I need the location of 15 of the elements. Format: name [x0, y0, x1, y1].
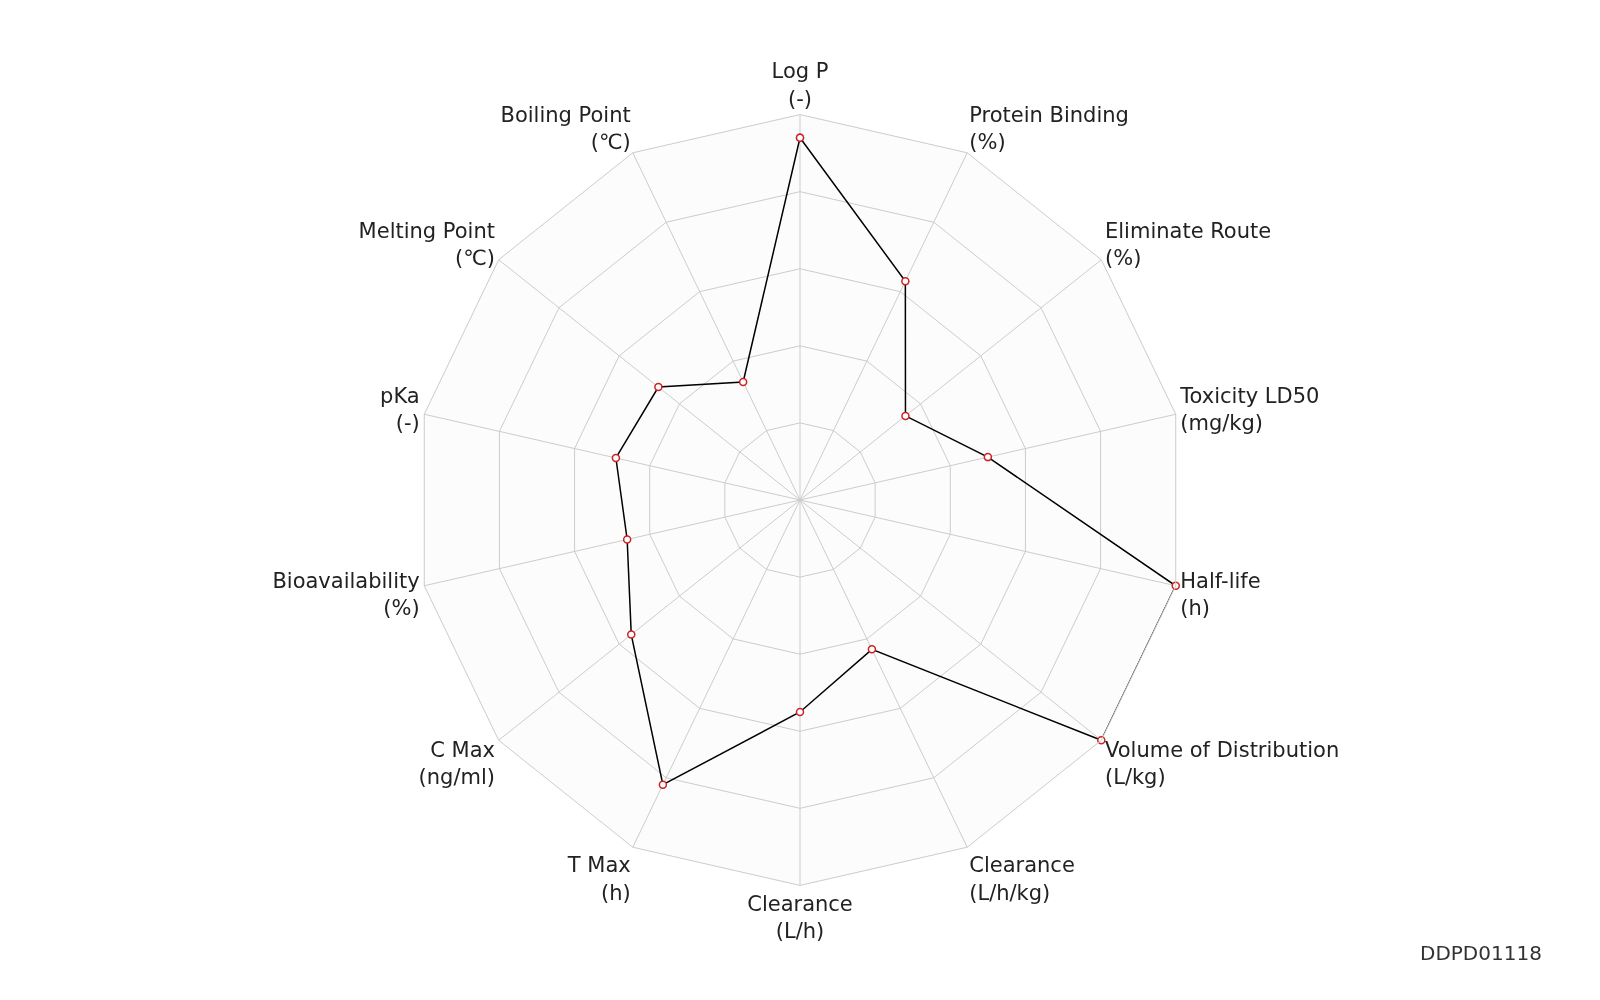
spoke-label: Log P (-): [771, 59, 829, 111]
spoke-label: Bioavailability (%): [272, 569, 420, 621]
spoke-label: Toxicity LD50 (mg/kg): [1179, 383, 1320, 436]
spoke-label: Clearance (L/h/kg): [969, 853, 1075, 905]
spoke-label: Boiling Point (℃): [500, 102, 631, 155]
spoke-label: pKa (-): [380, 383, 420, 436]
spoke-label: Melting Point (℃): [358, 218, 496, 271]
spoke-label: Half-life (h): [1180, 569, 1261, 621]
spoke-label: T Max (h): [566, 853, 631, 905]
spoke-label: Protein Binding (%): [969, 102, 1129, 155]
spoke-label: Eliminate Route (%): [1104, 218, 1272, 271]
spoke-label: C Max (ng/ml): [418, 737, 496, 790]
spoke-label: Clearance (L/h): [747, 892, 853, 944]
text: DDPD01118: [1420, 941, 1542, 965]
spoke-label: Volume of Distribution (L/kg): [1104, 737, 1340, 790]
